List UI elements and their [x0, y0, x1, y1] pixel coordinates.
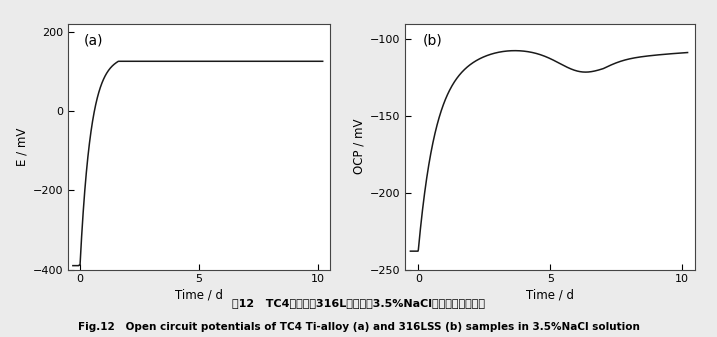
Text: Fig.12   Open circuit potentials of TC4 Ti-alloy (a) and 316LSS (b) samples in 3: Fig.12 Open circuit potentials of TC4 Ti…	[77, 322, 640, 332]
Text: 图12   TC4钓合金和316L不锈钑在3.5%NaCl溶液中的开路电位: 图12 TC4钓合金和316L不锈钑在3.5%NaCl溶液中的开路电位	[232, 298, 485, 308]
X-axis label: Time / d: Time / d	[175, 288, 223, 302]
Y-axis label: OCP / mV: OCP / mV	[353, 119, 366, 174]
Text: (b): (b)	[422, 33, 442, 48]
Y-axis label: E / mV: E / mV	[16, 127, 29, 166]
Text: (a): (a)	[84, 33, 103, 48]
X-axis label: Time / d: Time / d	[526, 288, 574, 302]
